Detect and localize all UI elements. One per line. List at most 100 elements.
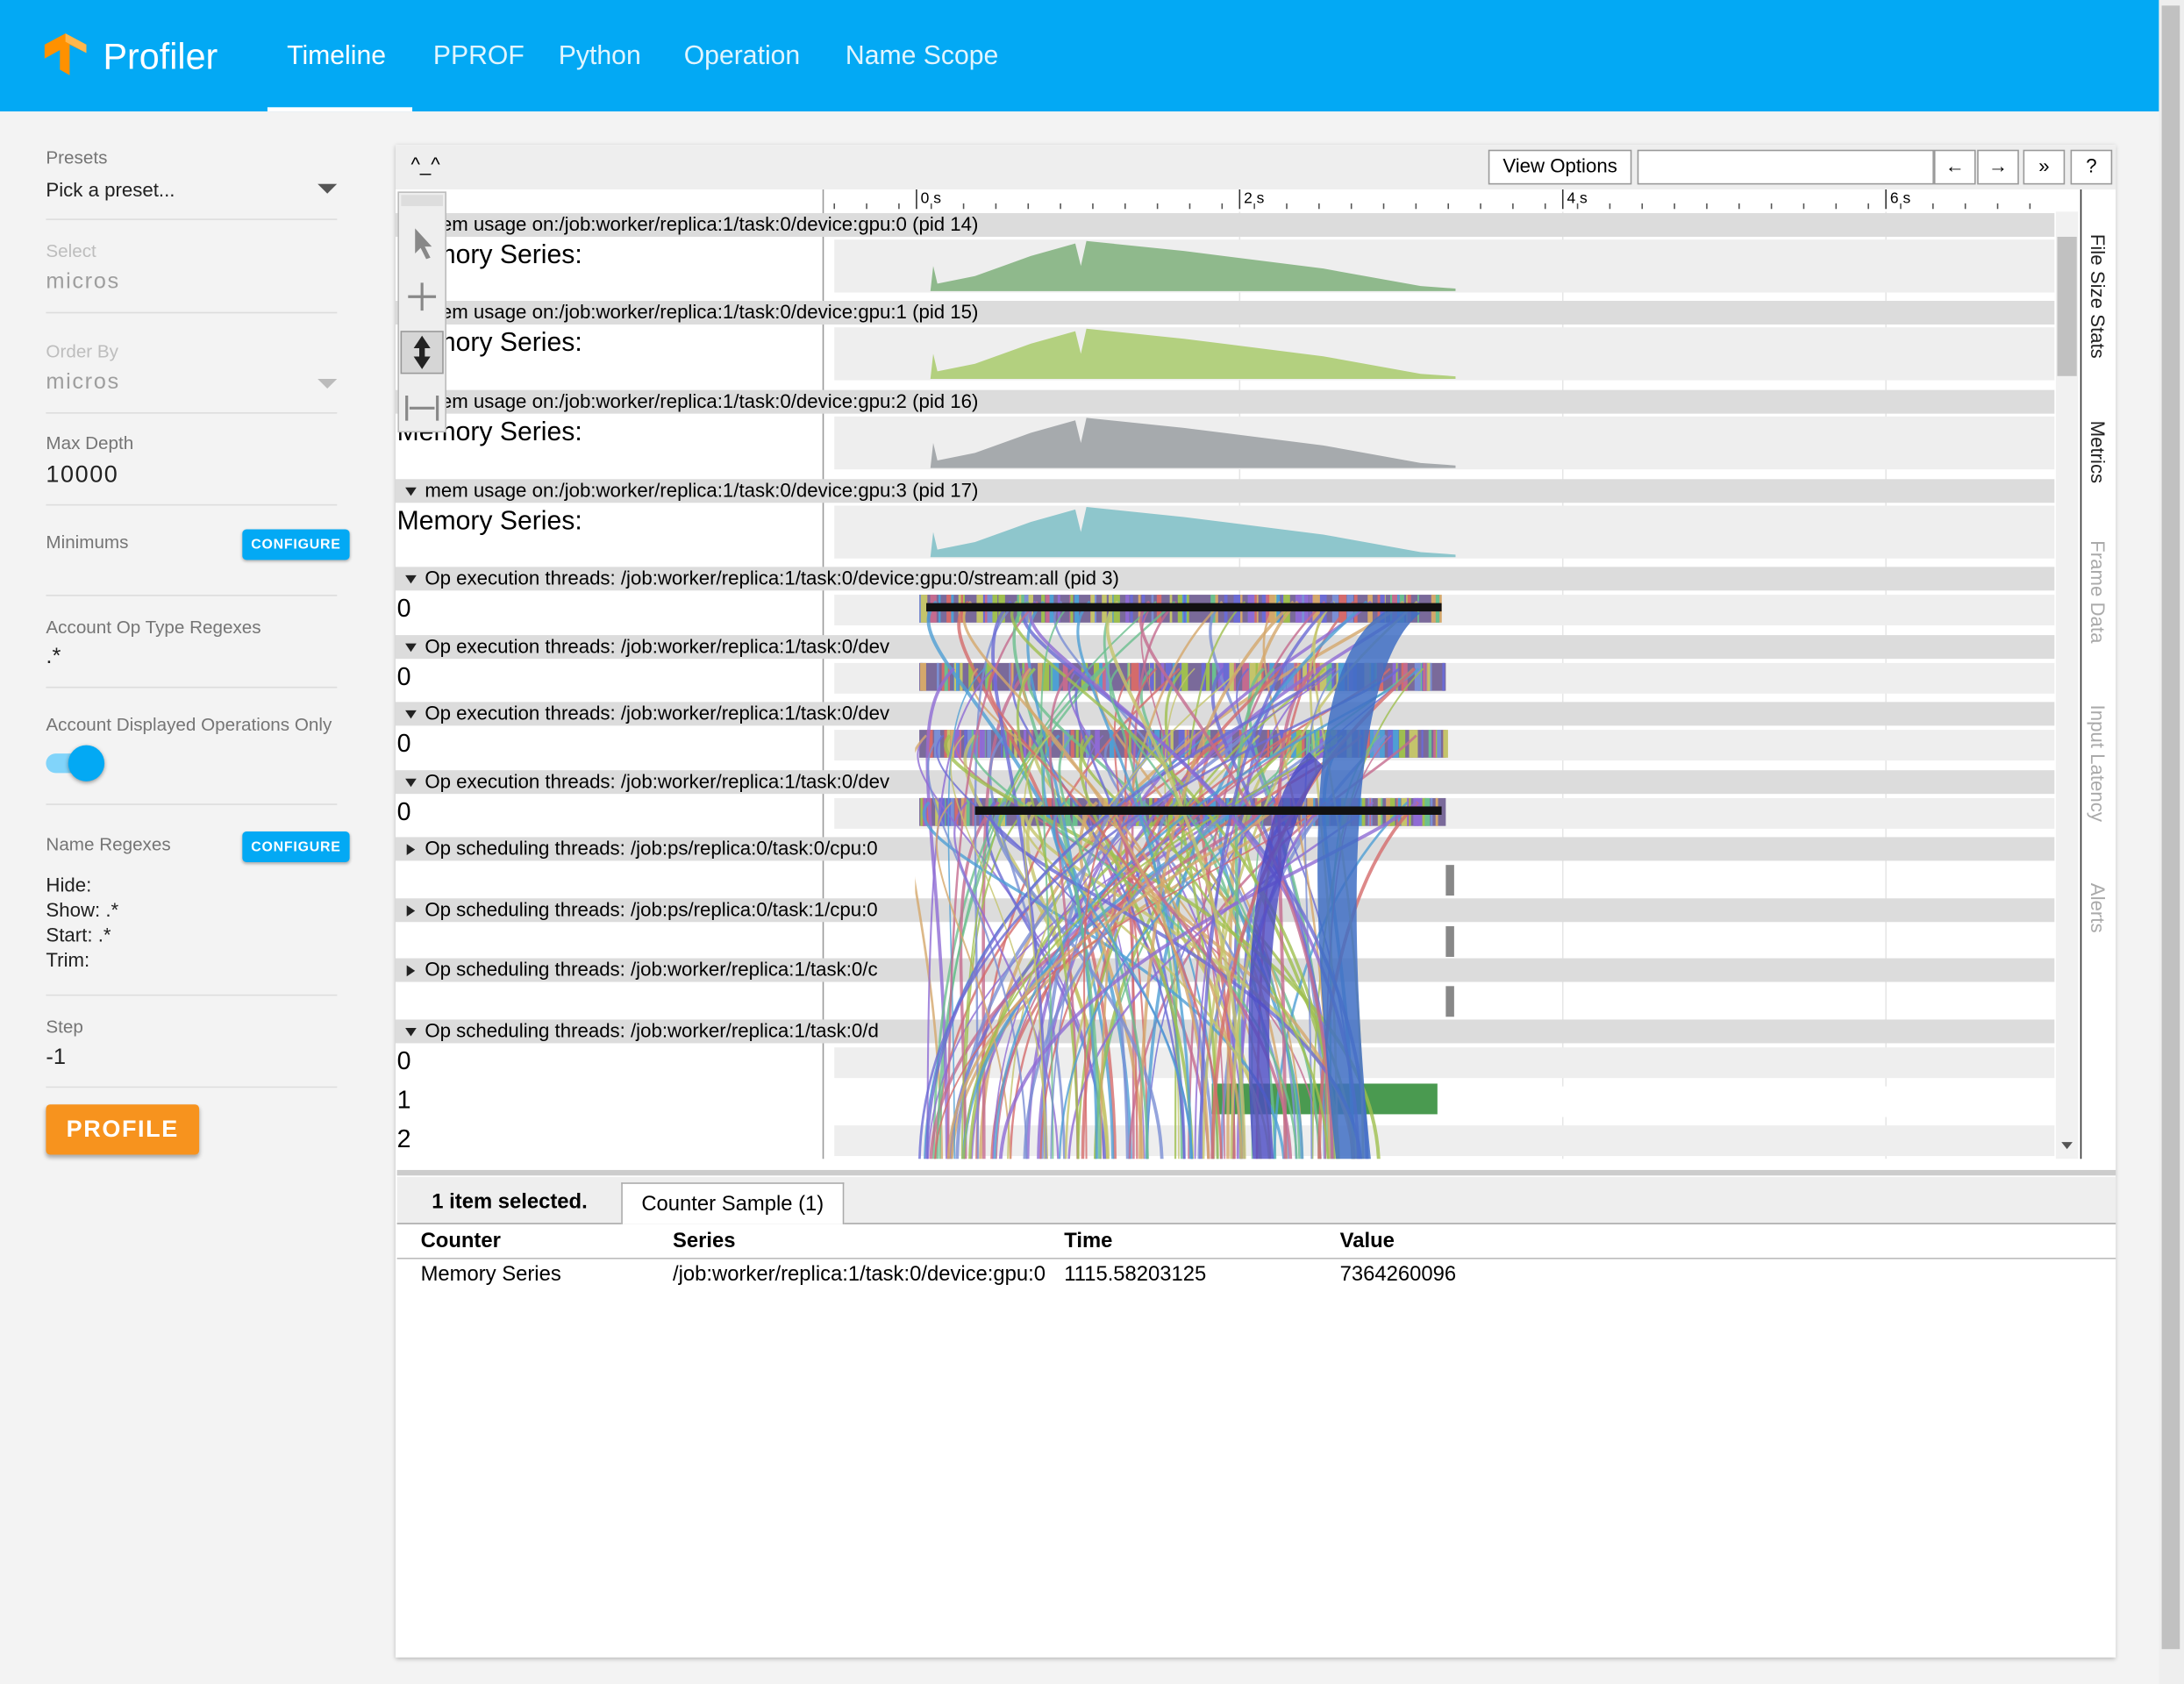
expand-arrow <box>405 487 417 496</box>
timing-tool[interactable] <box>405 395 439 421</box>
flow-arrow <box>992 667 1337 1160</box>
tab[interactable]: PPROF <box>432 41 525 71</box>
configure-button[interactable]: CONFIGURE <box>242 529 350 560</box>
toggle[interactable] <box>46 745 105 781</box>
slice <box>1380 730 1385 758</box>
slice <box>1414 662 1421 691</box>
sched-slice <box>1445 986 1454 1017</box>
thread-label: 0 <box>397 1047 411 1075</box>
slice <box>987 730 991 758</box>
thread-row <box>834 1125 2055 1157</box>
flow-arrow <box>1194 667 1323 1160</box>
input[interactable]: -1 <box>46 1045 67 1070</box>
flow-arrow <box>955 734 1245 1160</box>
slice <box>958 730 961 758</box>
flow-arrow <box>926 667 995 1160</box>
input[interactable]: 10000 <box>46 460 119 488</box>
slice <box>1267 730 1269 758</box>
flow-arrow <box>1124 667 1158 1160</box>
flow-arrow <box>1199 600 1335 1160</box>
search-box[interactable] <box>1637 149 1934 185</box>
side-tab[interactable]: Frame Data <box>2087 540 2109 644</box>
track-header <box>395 479 2055 503</box>
side-tab[interactable]: Alerts <box>2087 883 2109 933</box>
page-scrollbar[interactable] <box>2159 0 2184 1684</box>
flow-band <box>1248 752 1324 1160</box>
tab[interactable]: Operation <box>683 41 801 71</box>
side-tab[interactable]: Metrics <box>2087 421 2109 484</box>
table-cell: 7364260096 <box>1339 1262 1457 1287</box>
tab[interactable]: Python <box>558 41 641 71</box>
view-options-label[interactable]: View Options <box>1502 154 1617 176</box>
scroll-thumb[interactable] <box>2057 236 2077 376</box>
input[interactable]: .* <box>46 645 61 669</box>
ruler <box>395 189 2081 212</box>
slice <box>979 730 985 758</box>
flow-markers <box>974 806 1442 815</box>
profile-button[interactable]: PROFILE <box>46 1104 200 1155</box>
nav-button[interactable] <box>2023 149 2066 185</box>
memory-series <box>915 507 1456 558</box>
side-tab[interactable]: Input Latency <box>2087 705 2109 823</box>
nav-button[interactable] <box>2070 149 2113 185</box>
splitter[interactable] <box>396 1169 2116 1176</box>
slice <box>1399 730 1406 758</box>
slice <box>1428 730 1432 758</box>
sched-slice <box>1445 926 1454 957</box>
flow-arrow <box>971 734 1298 1160</box>
select-tool[interactable] <box>415 228 432 260</box>
slice <box>1172 662 1175 691</box>
view-options[interactable] <box>1488 149 1632 185</box>
dropdown[interactable]: Pick a preset... <box>46 178 175 201</box>
scroll-arrow[interactable] <box>2061 1142 2073 1150</box>
timeline: ^_^ View Options ← → »? 0 s 2 s 4 s 6 s mem u… <box>395 145 2116 1160</box>
flow-arrow <box>1023 734 1051 1160</box>
configure-button[interactable]: CONFIGURE <box>242 831 350 862</box>
slice <box>1105 662 1110 691</box>
tab[interactable]: Timeline <box>287 41 387 71</box>
slice <box>1433 730 1437 758</box>
tab[interactable]: Name Scope <box>845 41 999 71</box>
flow-arrow <box>991 600 1048 1160</box>
pan-tool[interactable] <box>408 282 437 311</box>
column-header: Counter <box>420 1229 501 1253</box>
nav-button-label: ? <box>2086 154 2096 176</box>
flow-arrow <box>1082 801 1127 1160</box>
slice <box>1298 662 1301 691</box>
slice <box>937 662 939 691</box>
slice <box>1109 730 1115 758</box>
slice <box>964 730 967 758</box>
slice <box>1421 730 1424 758</box>
regex-line: Hide: <box>46 873 92 896</box>
slice <box>1160 662 1165 691</box>
track-title: mem usage on:/job:worker/replica:1/task:… <box>425 479 978 501</box>
side-tab[interactable]: File Size Stats <box>2087 234 2109 359</box>
expand-arrow <box>406 905 416 917</box>
flow-arrow <box>1059 801 1275 1160</box>
nav-button[interactable] <box>1933 149 1976 185</box>
track-title: Op execution threads: /job:worker/replic… <box>425 635 890 657</box>
flow-arrow <box>962 600 1210 1160</box>
nav-button[interactable] <box>1977 149 2019 185</box>
slice <box>960 662 963 691</box>
slice <box>1137 662 1139 691</box>
tracing-logo: ^_^ <box>410 153 440 175</box>
flow-arrow <box>1139 600 1334 1160</box>
slice <box>1009 662 1011 691</box>
details-tab[interactable]: Counter Sample (1) <box>621 1182 845 1224</box>
slice <box>1029 730 1031 758</box>
selection-summary: 1 item selected. <box>432 1189 588 1214</box>
caret <box>318 378 338 389</box>
ruler-label: 2 s <box>1244 189 1265 207</box>
nav-button-label: → <box>1988 154 2008 176</box>
slice <box>1392 730 1399 758</box>
flow-arrow <box>1167 801 1330 1160</box>
slice <box>1395 662 1398 691</box>
slice <box>1252 730 1254 758</box>
slice <box>1070 730 1074 758</box>
column-header: Series <box>673 1229 736 1253</box>
slice <box>1150 662 1154 691</box>
flow-arrow <box>1079 734 1194 1160</box>
flow-arrow <box>988 667 1223 1160</box>
